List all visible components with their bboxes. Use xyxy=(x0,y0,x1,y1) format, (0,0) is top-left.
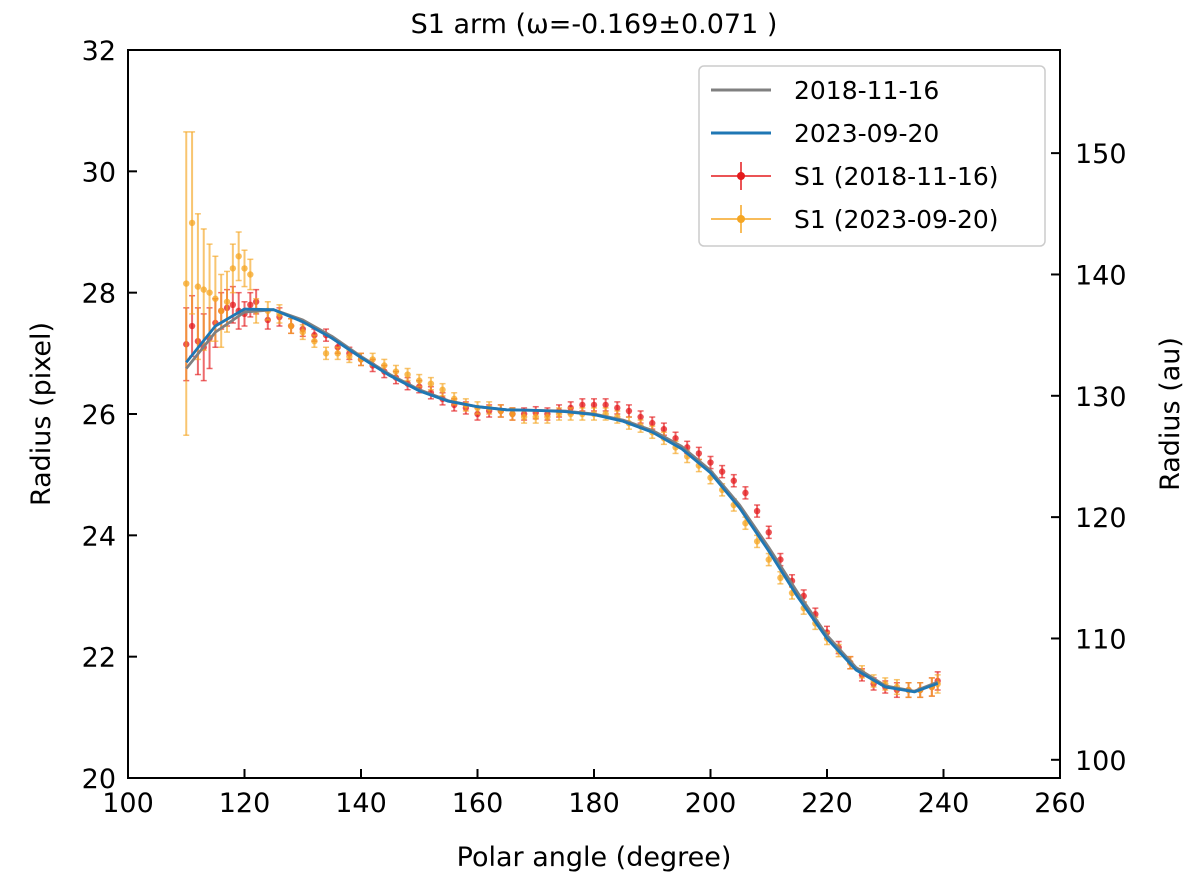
data-point xyxy=(218,307,225,315)
data-point xyxy=(346,353,353,360)
data-point xyxy=(614,404,621,412)
data-point xyxy=(194,283,202,290)
x-tick-label: 240 xyxy=(918,788,970,819)
data-point xyxy=(223,298,231,305)
data-point xyxy=(649,419,656,427)
y-axis-right-label: Radius (au) xyxy=(1155,337,1186,491)
fit-line-2 xyxy=(185,307,939,694)
legend-entry: 2023-09-20 xyxy=(711,119,939,148)
chart-title: S1 arm (ω=-0.169±0.071 ) xyxy=(411,9,778,40)
legend-marker xyxy=(737,172,745,180)
data-point xyxy=(287,322,295,330)
y-axis-label: Radius (pixel) xyxy=(26,322,57,506)
data-point xyxy=(311,338,318,345)
data-point xyxy=(200,286,207,293)
data-point xyxy=(742,520,749,527)
x-tick-label: 180 xyxy=(568,788,620,819)
data-point xyxy=(509,410,516,418)
data-point xyxy=(707,459,714,466)
data-point xyxy=(777,574,784,581)
legend-entry: S1 (2018-11-16) xyxy=(711,162,999,191)
data-point xyxy=(672,435,679,442)
data-point xyxy=(532,413,539,421)
data-point xyxy=(235,253,242,260)
data-point xyxy=(427,380,435,387)
data-point xyxy=(625,407,633,415)
data-point xyxy=(392,368,400,375)
y-tick-label: 28 xyxy=(82,279,116,310)
data-point xyxy=(765,556,772,563)
data-point xyxy=(602,401,609,409)
legend-label: S1 (2018-11-16) xyxy=(794,162,999,191)
data-point xyxy=(742,489,749,497)
legend-label: 2018-11-16 xyxy=(794,76,939,105)
data-point xyxy=(183,280,190,287)
data-point xyxy=(188,219,196,227)
x-tick-label: 200 xyxy=(685,788,737,819)
legend-entry: S1 (2023-09-20) xyxy=(711,205,999,234)
y-right-tick-label: 110 xyxy=(1075,624,1127,655)
legend-entry: 2018-11-16 xyxy=(711,76,939,105)
data-point xyxy=(247,271,254,278)
x-axis-label: Polar angle (degree) xyxy=(457,842,732,873)
x-tick-label: 260 xyxy=(1034,788,1086,819)
y-right-tick-label: 150 xyxy=(1075,139,1127,170)
y-tick-label: 24 xyxy=(82,521,116,552)
y-tick-label: 32 xyxy=(82,36,116,67)
data-point xyxy=(695,450,703,457)
data-point xyxy=(753,538,761,545)
data-point xyxy=(299,328,306,336)
y-right-tick-label: 120 xyxy=(1075,503,1127,534)
y-tick-label: 22 xyxy=(82,643,116,674)
data-point xyxy=(520,413,528,421)
data-point xyxy=(381,362,388,369)
x-tick-label: 140 xyxy=(335,788,387,819)
data-point xyxy=(660,425,668,433)
y-right-tick-label: 130 xyxy=(1075,382,1127,413)
data-point xyxy=(247,301,254,308)
x-tick-label: 100 xyxy=(102,788,154,819)
data-point xyxy=(416,377,423,384)
data-point xyxy=(718,468,726,475)
x-tick-label: 120 xyxy=(219,788,271,819)
data-point xyxy=(590,401,598,409)
data-point xyxy=(765,529,772,536)
x-tick-label: 220 xyxy=(801,788,853,819)
chart-axes: 100 120 140 160 180 200 220 240 260 20 22 24 26 28 30 3… xyxy=(82,36,1127,819)
data-point xyxy=(579,401,586,409)
data-point xyxy=(404,371,411,378)
data-point xyxy=(334,350,341,357)
data-point xyxy=(753,507,761,515)
data-point xyxy=(637,413,644,421)
data-point xyxy=(369,356,376,363)
data-point xyxy=(229,265,237,272)
legend-marker xyxy=(737,215,745,223)
y-tick-label: 20 xyxy=(82,764,116,795)
data-point xyxy=(188,322,196,330)
data-point xyxy=(229,301,237,308)
legend-label: 2023-09-20 xyxy=(794,119,939,148)
legend-label: S1 (2023-09-20) xyxy=(794,205,999,234)
data-point xyxy=(544,413,551,421)
data-point xyxy=(206,289,213,296)
legend-box xyxy=(698,65,1046,247)
data-point xyxy=(730,477,737,484)
data-point xyxy=(322,350,330,357)
y-right-tick-label: 100 xyxy=(1075,746,1127,777)
y-tick-label: 26 xyxy=(82,400,116,431)
y-tick-label: 30 xyxy=(82,157,116,188)
chart-legend: 2018-11-16 2023-09-20 S1 (2018-11-16) S1 (2… xyxy=(698,65,1046,247)
data-point xyxy=(212,295,219,302)
x-tick-label: 160 xyxy=(452,788,504,819)
chart-marks xyxy=(183,131,941,699)
y-right-tick-label: 140 xyxy=(1075,260,1127,291)
data-point xyxy=(241,265,248,272)
data-point xyxy=(439,386,446,393)
